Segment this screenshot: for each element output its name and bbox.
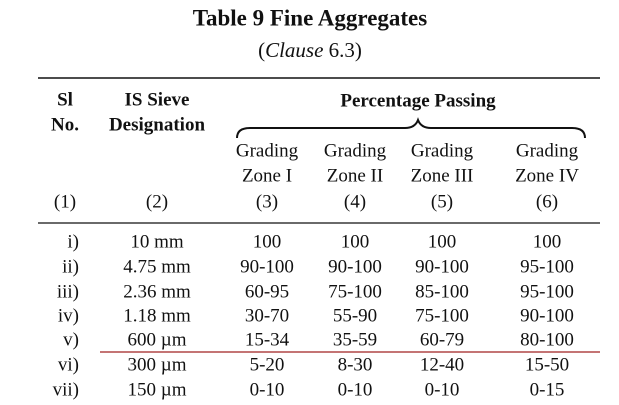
table-cell: 85-100 [415, 281, 469, 302]
table-cell: vii) [53, 379, 79, 400]
table-cell: 300 µm [128, 354, 187, 375]
table-cell: 0-10 [338, 379, 373, 400]
table-cell: 55-90 [333, 305, 377, 326]
subtitle-part: ( [258, 38, 265, 62]
column-number: (4) [344, 191, 366, 212]
column-header: Grading [411, 140, 474, 161]
table-cell: 150 µm [128, 379, 187, 400]
table-cell: 12-40 [420, 354, 464, 375]
subtitle-part: 6.3) [323, 38, 362, 62]
column-header: Grading [516, 140, 579, 161]
column-number: (6) [536, 191, 558, 212]
table-cell: v) [63, 329, 79, 350]
table-cell: iv) [58, 305, 79, 326]
table-cell: 15-34 [245, 329, 290, 350]
table-cell: vi) [58, 354, 79, 375]
column-number: (5) [431, 191, 453, 212]
table-cell: 90-100 [520, 305, 574, 326]
table-cell: 90-100 [240, 256, 294, 277]
table-cell: 1.18 mm [123, 305, 191, 326]
column-header: Designation [109, 114, 206, 135]
table-cell: 5-20 [250, 354, 285, 375]
column-header: No. [51, 114, 79, 135]
table-cell: 8-30 [338, 354, 373, 375]
table-cell: 0-10 [250, 379, 285, 400]
column-number: (3) [256, 191, 278, 212]
group-header: Percentage Passing [340, 90, 496, 111]
column-header: IS Sieve [125, 89, 190, 110]
table-cell: 100 [253, 231, 282, 252]
table-cell: iii) [57, 281, 79, 302]
table-cell: 80-100 [520, 329, 574, 350]
table-cell: 95-100 [520, 256, 574, 277]
table-cell: 4.75 mm [123, 256, 191, 277]
column-header: Zone I [242, 165, 292, 186]
title: Table 9 Fine Aggregates [193, 5, 428, 30]
table-cell: 35-59 [333, 329, 377, 350]
table-cell: 100 [533, 231, 562, 252]
subtitle: (Clause 6.3) [258, 38, 362, 62]
table-cell: 95-100 [520, 281, 574, 302]
table-cell: 15-50 [525, 354, 569, 375]
table-cell: 100 [341, 231, 370, 252]
table-cell: 30-70 [245, 305, 289, 326]
column-header: Zone II [327, 165, 383, 186]
subtitle-part: Clause [265, 38, 323, 62]
table-cell: 100 [428, 231, 457, 252]
table-cell: 0-10 [425, 379, 460, 400]
table-cell: 2.36 mm [123, 281, 191, 302]
column-header: Grading [324, 140, 387, 161]
table-cell: 60-95 [245, 281, 289, 302]
column-number: (2) [146, 191, 168, 212]
column-header: Zone IV [515, 165, 579, 186]
table-cell: i) [67, 231, 79, 252]
column-header: Grading [236, 140, 299, 161]
table-cell: ii) [62, 256, 79, 277]
table-cell: 90-100 [328, 256, 382, 277]
table-cell: 60-79 [420, 329, 464, 350]
table-cell: 0-15 [530, 379, 565, 400]
table-cell: 75-100 [415, 305, 469, 326]
table-cell: 10 mm [130, 231, 184, 252]
column-header: Zone III [411, 165, 474, 186]
column-number: (1) [54, 191, 76, 212]
column-header: Sl [57, 89, 73, 110]
table-cell: 75-100 [328, 281, 382, 302]
table-cell: 600 µm [128, 329, 187, 350]
table-cell: 90-100 [415, 256, 469, 277]
brace [236, 117, 586, 139]
